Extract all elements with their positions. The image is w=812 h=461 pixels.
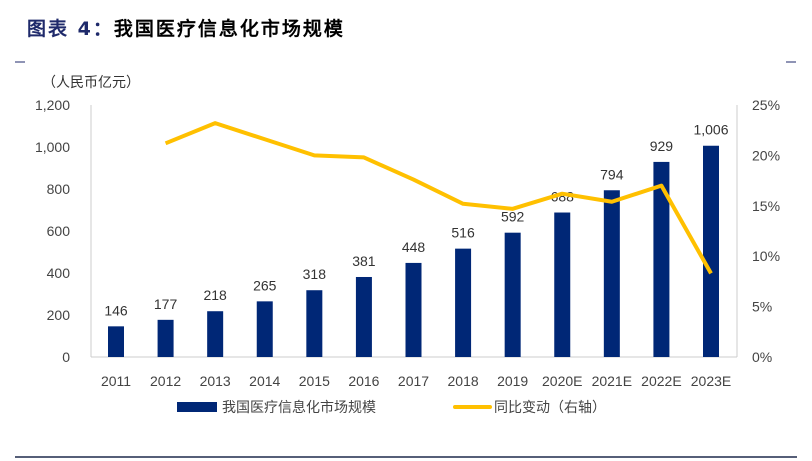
bar — [306, 290, 323, 357]
y-left-tick: 1,200 — [35, 97, 70, 113]
y-right-tick: 10% — [752, 248, 780, 264]
y-left-tick: 800 — [47, 181, 71, 197]
x-tick: 2012 — [150, 373, 181, 389]
x-tick: 2011 — [101, 373, 131, 389]
x-tick: 2020E — [542, 373, 582, 389]
y-left-tick: 400 — [47, 265, 71, 281]
legend-line-label: 同比变动（右轴） — [494, 400, 606, 416]
x-tick: 2013 — [200, 373, 231, 389]
bar — [207, 311, 224, 357]
bar-data-label: 688 — [551, 189, 575, 205]
bar-data-label: 1,006 — [693, 122, 728, 138]
bar-data-label: 218 — [203, 287, 227, 303]
bar — [653, 161, 670, 357]
bar-data-label: 592 — [501, 209, 525, 225]
x-tick: 2014 — [249, 373, 280, 389]
figure-title: 图表 4：我国医疗信息化市场规模 — [27, 14, 345, 41]
legend-bar-swatch — [177, 402, 217, 412]
y-left-tick: 0 — [62, 349, 70, 365]
y-unit-label: （人民币亿元） — [42, 75, 140, 91]
bar-data-label: 177 — [154, 296, 178, 312]
bar — [108, 326, 124, 357]
y-right-tick: 15% — [752, 198, 780, 214]
bar — [405, 262, 422, 357]
bar — [455, 248, 472, 357]
x-tick: 2015 — [299, 373, 330, 389]
x-tick: 2019 — [497, 373, 528, 389]
bar — [703, 145, 719, 357]
bar — [504, 232, 521, 357]
bar — [256, 301, 273, 357]
bar-data-label: 265 — [253, 277, 277, 293]
x-tick: 2018 — [448, 373, 479, 389]
bar-data-label: 146 — [104, 302, 128, 318]
x-tick: 2017 — [398, 373, 429, 389]
x-tick: 2022E — [641, 373, 681, 389]
bar-data-label: 794 — [600, 166, 624, 182]
legend-bar-label: 我国医疗信息化市场规模 — [222, 399, 376, 416]
bar — [355, 276, 372, 357]
bar-data-label: 929 — [650, 138, 674, 154]
figure-title-text: 我国医疗信息化市场规模 — [113, 18, 345, 40]
y-left-tick: 200 — [47, 307, 71, 323]
bar — [603, 190, 620, 357]
y-left-tick: 600 — [47, 223, 71, 239]
x-tick: 2016 — [348, 373, 379, 389]
bar-data-label: 318 — [303, 266, 327, 282]
y-left-tick: 1,000 — [35, 139, 70, 155]
y-right-tick: 0% — [752, 349, 772, 365]
x-tick: 2023E — [691, 373, 731, 389]
bar — [157, 319, 174, 357]
legend: 我国医疗信息化市场规模 同比变动（右轴） — [177, 399, 606, 416]
y-right-tick: 5% — [752, 299, 772, 315]
figure-label: 图表 4： — [27, 18, 114, 40]
bar-data-label: 448 — [402, 239, 426, 255]
y-right-tick: 20% — [752, 147, 780, 163]
bar-data-label: 516 — [451, 225, 475, 241]
bar-data-label: 381 — [352, 253, 376, 269]
yoy-line — [164, 121, 713, 275]
x-tick: 2021E — [592, 373, 632, 389]
y-right-tick: 25% — [752, 97, 780, 113]
bar — [554, 212, 571, 357]
